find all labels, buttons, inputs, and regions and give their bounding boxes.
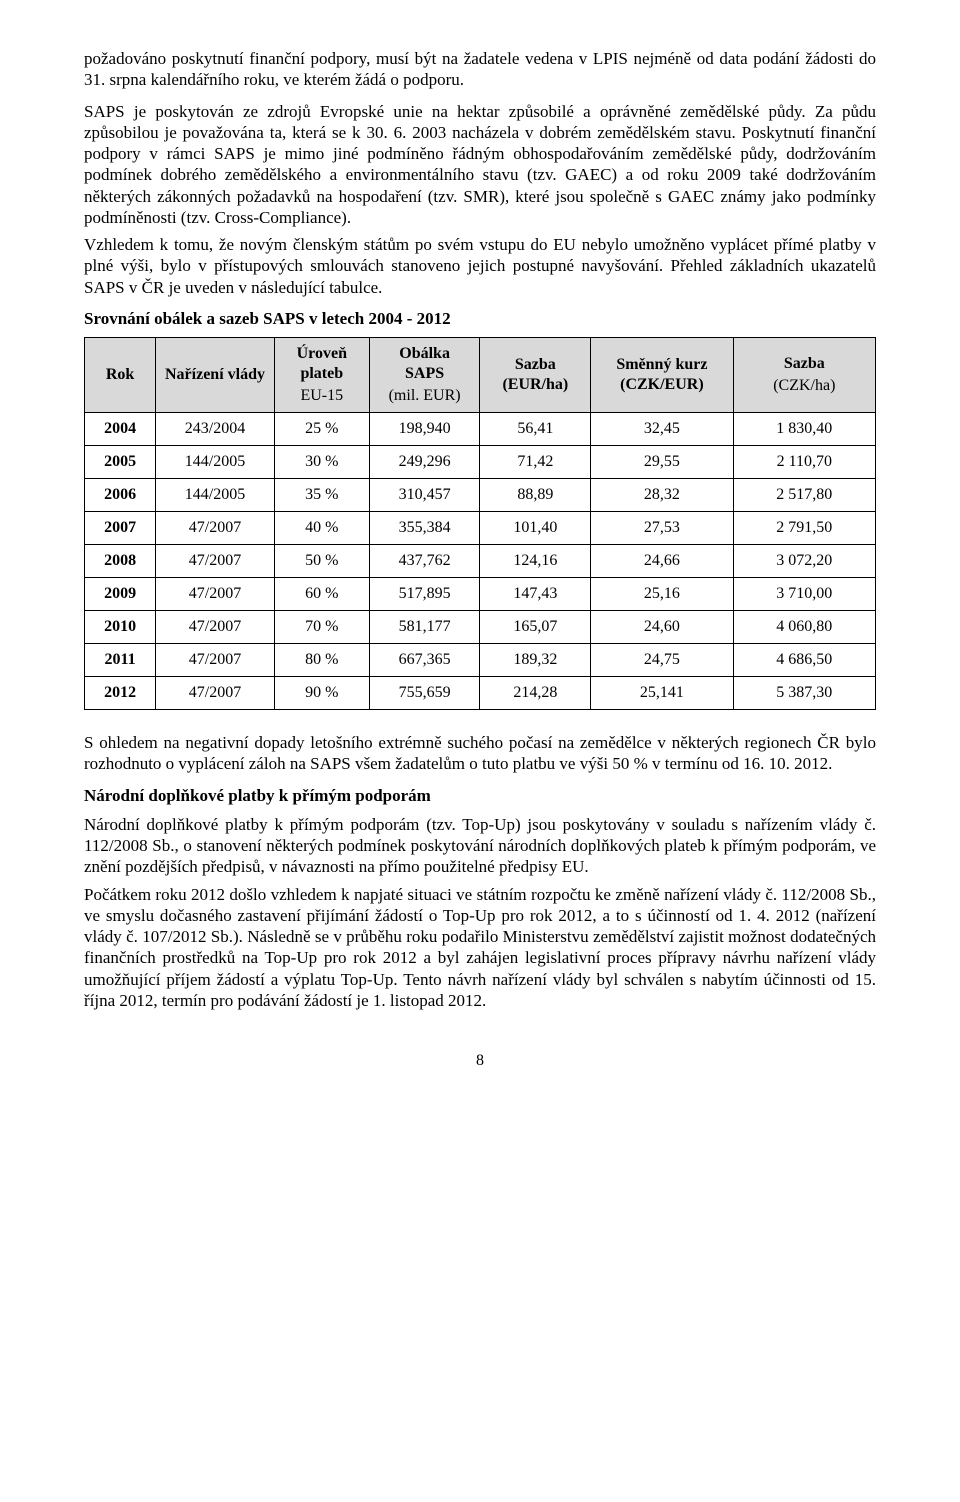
cell-sazba_czk: 3 710,00 [733, 578, 875, 611]
cell-rok: 2010 [85, 611, 156, 644]
cell-kurz: 25,141 [591, 677, 733, 710]
th-sazba-czk-sub: (CZK/ha) [742, 376, 867, 396]
cell-obalka: 437,762 [369, 545, 480, 578]
cell-sazba_eur: 165,07 [480, 611, 591, 644]
cell-sazba_eur: 101,40 [480, 512, 591, 545]
th-obalka-sub: (mil. EUR) [378, 386, 472, 406]
cell-narizeni: 47/2007 [156, 545, 275, 578]
cell-obalka: 581,177 [369, 611, 480, 644]
th-kurz: Směnný kurz (CZK/EUR) [591, 338, 733, 413]
cell-kurz: 24,75 [591, 644, 733, 677]
cell-sazba_czk: 2 791,50 [733, 512, 875, 545]
cell-kurz: 32,45 [591, 413, 733, 446]
cell-narizeni: 47/2007 [156, 578, 275, 611]
cell-kurz: 24,66 [591, 545, 733, 578]
th-narizeni: Nařízení vlády [156, 338, 275, 413]
table-row: 201047/200770 %581,177165,0724,604 060,8… [85, 611, 876, 644]
table-header: Rok Nařízení vlády Úroveň plateb EU-15 O… [85, 338, 876, 413]
cell-uroven: 70 % [274, 611, 369, 644]
cell-rok: 2006 [85, 479, 156, 512]
th-uroven-main: Úroveň plateb [297, 345, 347, 382]
table-row: 201247/200790 %755,659214,2825,1415 387,… [85, 677, 876, 710]
cell-obalka: 355,384 [369, 512, 480, 545]
table-body: 2004243/200425 %198,94056,4132,451 830,4… [85, 413, 876, 710]
table-row: 2006144/200535 %310,45788,8928,322 517,8… [85, 479, 876, 512]
cell-sazba_czk: 3 072,20 [733, 545, 875, 578]
cell-uroven: 50 % [274, 545, 369, 578]
cell-rok: 2011 [85, 644, 156, 677]
th-obalka: Obálka SAPS (mil. EUR) [369, 338, 480, 413]
paragraph-2: SAPS je poskytován ze zdrojů Evropské un… [84, 101, 876, 229]
cell-narizeni: 243/2004 [156, 413, 275, 446]
cell-uroven: 60 % [274, 578, 369, 611]
cell-rok: 2012 [85, 677, 156, 710]
cell-kurz: 28,32 [591, 479, 733, 512]
cell-obalka: 310,457 [369, 479, 480, 512]
cell-rok: 2004 [85, 413, 156, 446]
cell-narizeni: 47/2007 [156, 611, 275, 644]
paragraph-6: Počátkem roku 2012 došlo vzhledem k napj… [84, 884, 876, 1012]
cell-sazba_eur: 124,16 [480, 545, 591, 578]
cell-obalka: 517,895 [369, 578, 480, 611]
table-row: 2005144/200530 %249,29671,4229,552 110,7… [85, 446, 876, 479]
cell-narizeni: 144/2005 [156, 446, 275, 479]
cell-uroven: 30 % [274, 446, 369, 479]
cell-uroven: 80 % [274, 644, 369, 677]
cell-narizeni: 47/2007 [156, 512, 275, 545]
cell-sazba_czk: 1 830,40 [733, 413, 875, 446]
section-title-topup: Národní doplňkové platby k přímým podpor… [84, 785, 876, 806]
cell-sazba_czk: 4 060,80 [733, 611, 875, 644]
paragraph-4: S ohledem na negativní dopady letošního … [84, 732, 876, 775]
cell-sazba_czk: 4 686,50 [733, 644, 875, 677]
th-sazba-eur: Sazba (EUR/ha) [480, 338, 591, 413]
table-row: 2004243/200425 %198,94056,4132,451 830,4… [85, 413, 876, 446]
paragraph-3: Vzhledem k tomu, že novým členským států… [84, 234, 876, 298]
cell-obalka: 667,365 [369, 644, 480, 677]
cell-narizeni: 144/2005 [156, 479, 275, 512]
cell-obalka: 249,296 [369, 446, 480, 479]
cell-uroven: 25 % [274, 413, 369, 446]
table-row: 200847/200750 %437,762124,1624,663 072,2… [85, 545, 876, 578]
paragraph-5: Národní doplňkové platby k přímým podpor… [84, 814, 876, 878]
cell-narizeni: 47/2007 [156, 644, 275, 677]
cell-sazba_eur: 214,28 [480, 677, 591, 710]
cell-kurz: 25,16 [591, 578, 733, 611]
cell-rok: 2008 [85, 545, 156, 578]
page: požadováno poskytnutí finanční podpory, … [0, 0, 960, 1111]
cell-rok: 2007 [85, 512, 156, 545]
saps-table: Rok Nařízení vlády Úroveň plateb EU-15 O… [84, 337, 876, 710]
paragraph-1: požadováno poskytnutí finanční podpory, … [84, 48, 876, 91]
cell-uroven: 40 % [274, 512, 369, 545]
cell-kurz: 29,55 [591, 446, 733, 479]
cell-sazba_eur: 56,41 [480, 413, 591, 446]
cell-kurz: 24,60 [591, 611, 733, 644]
page-number: 8 [84, 1051, 876, 1071]
th-rok: Rok [85, 338, 156, 413]
th-uroven-sub: EU-15 [283, 386, 361, 406]
table-row: 200947/200760 %517,895147,4325,163 710,0… [85, 578, 876, 611]
cell-uroven: 90 % [274, 677, 369, 710]
table-row: 200747/200740 %355,384101,4027,532 791,5… [85, 512, 876, 545]
th-sazba-czk-main: Sazba [784, 355, 825, 372]
cell-obalka: 755,659 [369, 677, 480, 710]
cell-rok: 2009 [85, 578, 156, 611]
th-uroven: Úroveň plateb EU-15 [274, 338, 369, 413]
cell-sazba_czk: 2 110,70 [733, 446, 875, 479]
table-title: Srovnání obálek a sazeb SAPS v letech 20… [84, 308, 876, 329]
cell-sazba_czk: 5 387,30 [733, 677, 875, 710]
cell-obalka: 198,940 [369, 413, 480, 446]
cell-sazba_eur: 71,42 [480, 446, 591, 479]
cell-rok: 2005 [85, 446, 156, 479]
cell-sazba_eur: 147,43 [480, 578, 591, 611]
table-row: 201147/200780 %667,365189,3224,754 686,5… [85, 644, 876, 677]
cell-sazba_eur: 189,32 [480, 644, 591, 677]
cell-sazba_eur: 88,89 [480, 479, 591, 512]
cell-uroven: 35 % [274, 479, 369, 512]
cell-sazba_czk: 2 517,80 [733, 479, 875, 512]
cell-narizeni: 47/2007 [156, 677, 275, 710]
cell-kurz: 27,53 [591, 512, 733, 545]
th-obalka-main: Obálka SAPS [399, 345, 450, 382]
th-sazba-czk: Sazba (CZK/ha) [733, 338, 875, 413]
